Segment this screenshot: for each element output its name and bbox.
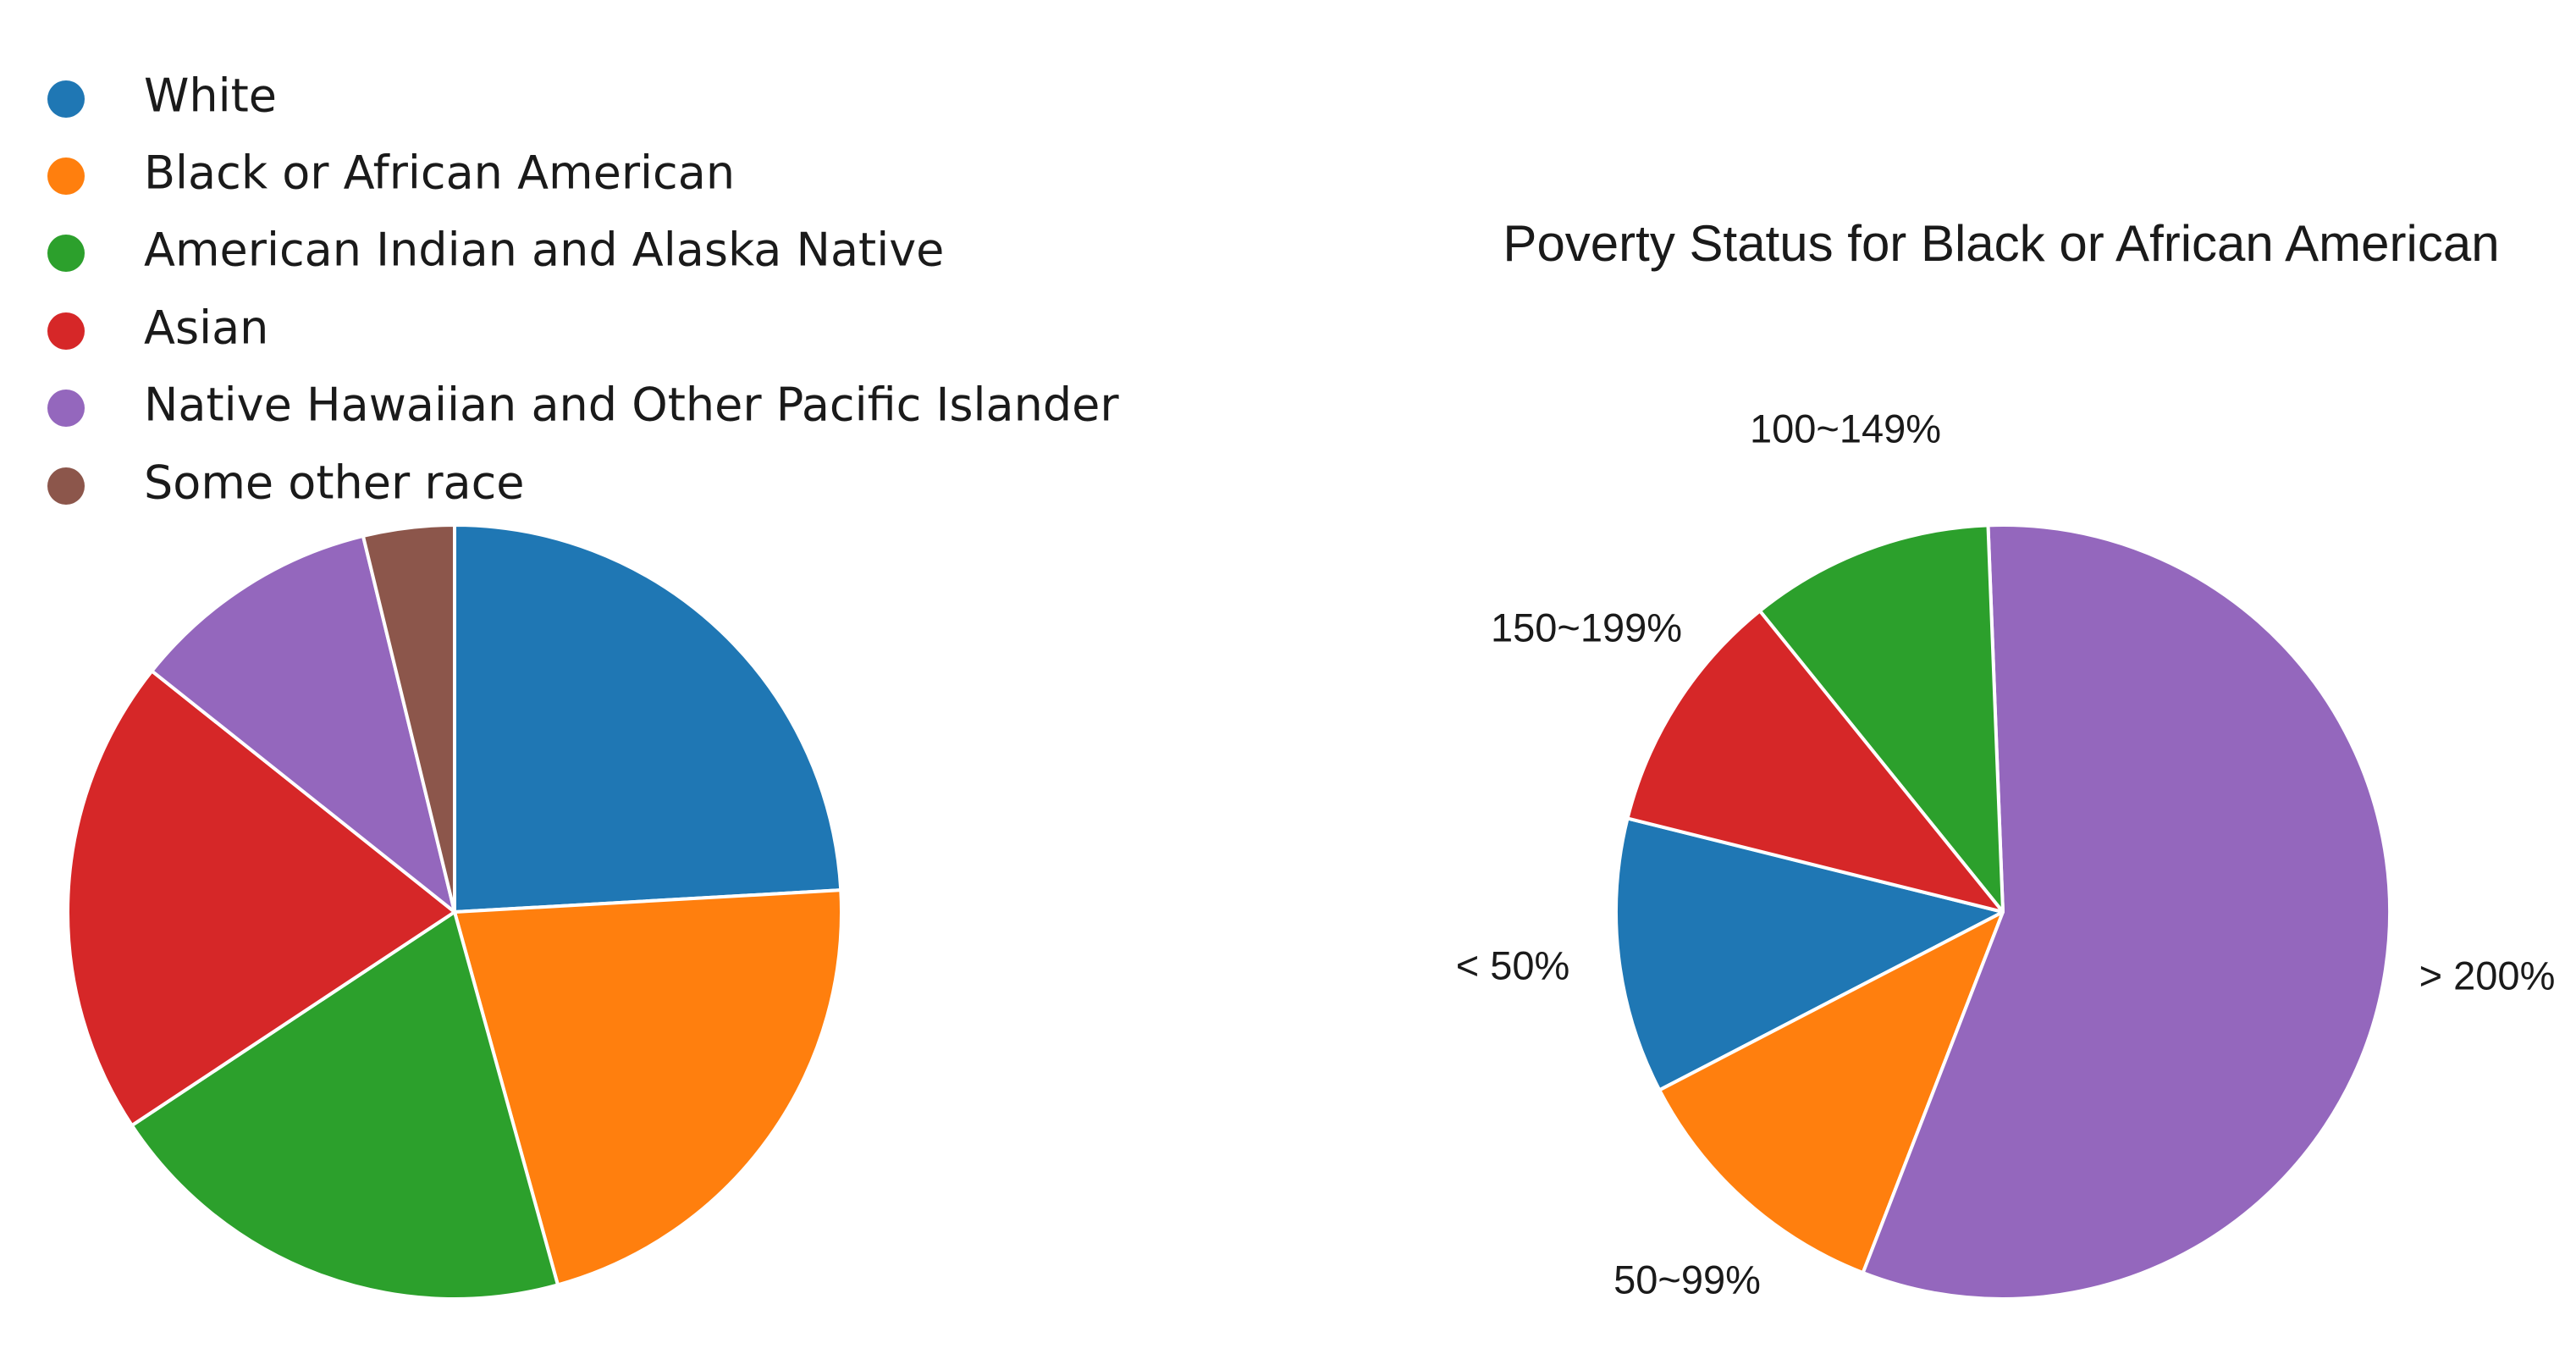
poverty-pie-slice-3 (1757, 523, 2005, 914)
poverty-pie-slice-2 (1861, 523, 2391, 1301)
poverty-pie-chart: Poverty Status for Black or African Amer… (1456, 215, 2556, 1302)
legend-label-2: American Indian and Alaska Native (144, 224, 944, 277)
race-pie-slice-3 (66, 669, 456, 1128)
race-pie-slice-0 (453, 523, 843, 914)
slice-label-4: 150~199% (1491, 605, 1682, 649)
legend-marker-2 (47, 235, 85, 272)
legend-entry-3: Asian (47, 301, 268, 355)
slice-label-2: > 200% (2419, 953, 2556, 998)
race-pie-slice-2 (130, 910, 560, 1301)
legend-label-0: White (144, 69, 277, 123)
legend-entry-5: Some other race (47, 456, 525, 510)
slice-label-0: < 50% (1456, 942, 1570, 987)
chart-title: Poverty Status for Black or African Amer… (1503, 215, 2499, 272)
legend-marker-3 (47, 312, 85, 350)
race-pie-slices (66, 523, 843, 1301)
legend-label-5: Some other race (144, 456, 525, 510)
legend-marker-0 (47, 80, 85, 118)
race-pie-slice-1 (453, 888, 843, 1287)
legend-entry-0: White (47, 69, 277, 123)
poverty-pie-slice-1 (1658, 910, 2005, 1275)
legend-entry-2: American Indian and Alaska Native (47, 224, 944, 277)
legend-entry-1: Black or African American (47, 146, 735, 200)
race-pie-slice-5 (361, 523, 456, 914)
legend-entry-4: Native Hawaiian and Other Pacific Island… (47, 379, 1119, 432)
slice-label-3: 100~149% (1750, 406, 1941, 450)
legend-marker-1 (47, 158, 85, 195)
poverty-pie-slices (1614, 523, 2391, 1301)
slice-label-1: 50~99% (1613, 1257, 1761, 1301)
poverty-pie-slice-4 (1625, 609, 2005, 914)
legend-label-4: Native Hawaiian and Other Pacific Island… (144, 379, 1119, 432)
race-pie-chart: White Black or African American American… (47, 69, 1119, 1301)
race-pie-slice-4 (150, 533, 456, 914)
poverty-pie-slice-0 (1614, 816, 2005, 1092)
legend-label-3: Asian (144, 301, 268, 355)
legend-marker-5 (47, 467, 85, 505)
legend-label-1: Black or African American (144, 146, 735, 200)
poverty-slice-labels: < 50% 50~99% > 200% 100~149% 150~199% (1456, 406, 2556, 1301)
legend: White Black or African American American… (47, 69, 1119, 510)
legend-marker-4 (47, 390, 85, 427)
